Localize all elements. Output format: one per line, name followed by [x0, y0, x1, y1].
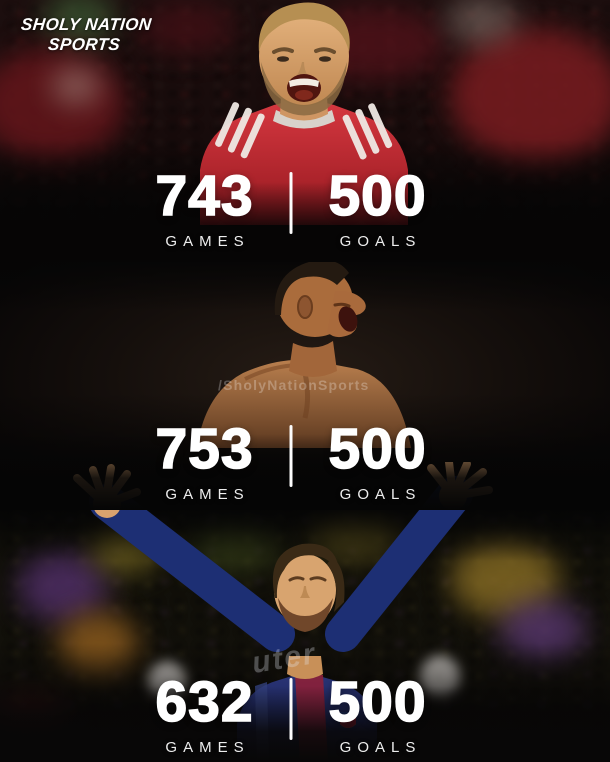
messi-stats-row: 632 GAMES 500 GOALS: [138, 670, 445, 756]
sholy-nation-sports-logo: SHOLY NATION SPORTS: [18, 15, 153, 55]
logo-line1: SHOLY NATION: [20, 15, 153, 34]
kane-games-stat: 743 GAMES: [138, 164, 272, 250]
stat-divider: [289, 425, 293, 487]
ronaldo-stats-row: 753 GAMES 500 GOALS: [138, 417, 445, 503]
messi-games-value: 632: [155, 670, 254, 734]
ronaldo-goals-stat: 500 GOALS: [311, 417, 445, 503]
messi-goals-value: 500: [328, 670, 427, 734]
ronaldo-games-value: 753: [155, 417, 254, 481]
watermark-sholynationsports: /SholyNationSports: [218, 377, 370, 393]
messi-games-stat: 632 GAMES: [138, 670, 272, 756]
crowd-blob-light: [52, 68, 100, 104]
ronaldo-games-label: GAMES: [165, 486, 250, 503]
messi-goals-stat: 500 GOALS: [311, 670, 445, 756]
stat-divider: [289, 678, 293, 740]
crowd-blob-red: [140, 2, 235, 54]
crowd-blob-light: [446, 0, 518, 44]
kane-games-value: 743: [155, 164, 254, 228]
kane-goals-value: 500: [328, 164, 427, 228]
ronaldo-goals-label: GOALS: [339, 486, 422, 503]
messi-games-label: GAMES: [165, 739, 250, 756]
kane-goals-stat: 500 GOALS: [311, 164, 445, 250]
kane-games-label: GAMES: [165, 233, 250, 250]
cristiano-ronaldo-photo: [197, 259, 411, 448]
logo-line2: SPORTS: [47, 35, 122, 55]
ronaldo-goals-value: 500: [328, 417, 427, 481]
ronaldo-games-stat: 753 GAMES: [138, 417, 272, 503]
crowd-blob-purple: [18, 552, 108, 622]
crowd-blob-green: [44, 0, 116, 44]
stat-divider: [289, 172, 293, 234]
messi-goals-label: GOALS: [339, 739, 422, 756]
kane-stats-row: 743 GAMES 500 GOALS: [138, 164, 445, 250]
kane-goals-label: GOALS: [339, 233, 422, 250]
